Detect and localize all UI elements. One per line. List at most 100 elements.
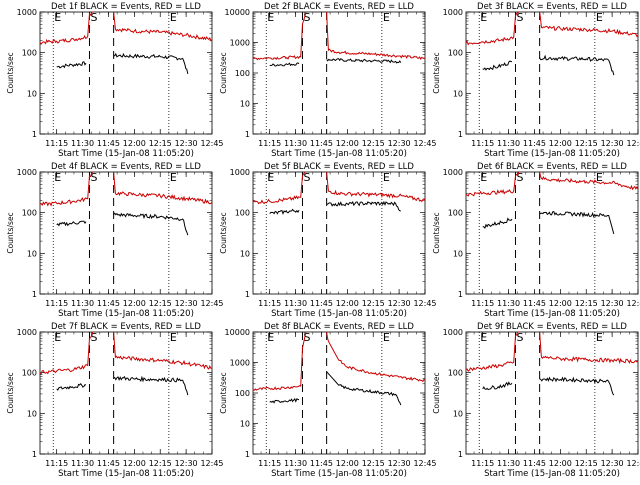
x-tick-label: 12:15	[149, 299, 172, 308]
x-tick-label: 12:45	[200, 459, 223, 468]
x-tick-label: 12:45	[413, 139, 436, 148]
x-axis-label: Start Time (15-Jan-08 11:05:20)	[58, 309, 194, 319]
lld-series-line	[252, 331, 307, 391]
x-tick-label: 11:30	[497, 459, 520, 468]
y-tick-label: 1000	[230, 39, 250, 48]
y-tick-label: 1	[245, 290, 250, 299]
x-tick-label: 11:30	[497, 299, 520, 308]
chart-title: Det 7f BLACK = Events, RED = LLD	[51, 322, 201, 332]
y-axis-label: Counts/sec	[219, 212, 228, 253]
marker-label: E	[267, 171, 274, 184]
x-tick-label: 12:15	[149, 139, 172, 148]
x-tick-label: 12:00	[549, 459, 572, 468]
x-axis-label: Start Time (15-Jan-08 11:05:20)	[58, 149, 194, 159]
plot-frame	[465, 331, 639, 455]
x-tick-label: 12:15	[575, 459, 598, 468]
lld-series-line	[113, 11, 213, 42]
y-tick-label: 100	[22, 369, 37, 378]
lld-series-line	[465, 171, 520, 197]
x-tick-label: 11:15	[45, 139, 68, 148]
x-tick-label: 12:30	[601, 299, 624, 308]
x-tick-label: 12:45	[626, 299, 640, 308]
marker-label: E	[383, 331, 390, 344]
x-tick-label: 12:30	[601, 459, 624, 468]
x-tick-label: 11:30	[284, 299, 307, 308]
lld-series-line	[326, 171, 426, 203]
y-axis-label: Counts/sec	[6, 52, 15, 93]
y-tick-label: 1000	[443, 328, 463, 337]
x-tick-label: 11:15	[258, 459, 281, 468]
lld-series-line	[465, 11, 520, 46]
events-series-line	[56, 61, 87, 69]
marker-label: E	[383, 171, 390, 184]
y-tick-label: 100	[448, 209, 463, 218]
chart-panel: Det 2f BLACK = Events, RED = LLD 1 10 100 10…	[219, 2, 437, 159]
chart-panel: Det 1f BLACK = Events, RED = LLD 1 10 100 10…	[6, 2, 224, 159]
y-tick-label: 100	[235, 209, 250, 218]
y-axis-label: Counts/sec	[432, 212, 441, 253]
chart-title: Det 8f BLACK = Events, RED = LLD	[264, 322, 414, 332]
y-tick-label: 10	[27, 409, 37, 418]
marker-label: S	[303, 331, 310, 344]
y-axis-label: Counts/sec	[6, 372, 15, 413]
x-tick-label: 12:30	[175, 459, 198, 468]
marker-label: S	[90, 171, 97, 184]
x-axis-label: Start Time (15-Jan-08 11:05:20)	[271, 149, 407, 159]
marker-label: S	[90, 331, 97, 344]
events-series-line	[269, 397, 300, 404]
marker-label: S	[303, 11, 310, 24]
marker-label: S	[516, 331, 523, 344]
x-tick-label: 12:45	[626, 139, 640, 148]
x-tick-label: 11:45	[97, 299, 120, 308]
y-tick-label: 100	[448, 369, 463, 378]
x-tick-label: 12:30	[388, 139, 411, 148]
x-tick-label: 12:15	[575, 299, 598, 308]
chart-title: Det 6f BLACK = Events, RED = LLD	[477, 162, 627, 172]
events-series-line	[539, 54, 615, 76]
chart-title: Det 1f BLACK = Events, RED = LLD	[51, 2, 201, 12]
x-tick-label: 11:30	[284, 139, 307, 148]
lld-series-line	[539, 171, 639, 191]
x-tick-label: 12:45	[413, 299, 436, 308]
y-tick-label: 1000	[230, 168, 250, 177]
x-tick-label: 11:30	[71, 299, 94, 308]
x-tick-label: 12:30	[388, 459, 411, 468]
events-series-line	[326, 200, 401, 212]
events-series-line	[56, 383, 87, 391]
y-tick-label: 10	[240, 100, 250, 109]
marker-label: E	[170, 331, 177, 344]
lld-series-line	[539, 11, 639, 38]
y-axis-label: Counts/sec	[219, 372, 228, 413]
plot-frame	[252, 331, 426, 455]
marker-label: E	[480, 331, 487, 344]
chart-title: Det 5f BLACK = Events, RED = LLD	[264, 162, 414, 172]
lld-series-line	[465, 331, 519, 372]
x-tick-label: 11:15	[45, 299, 68, 308]
plot-frame	[39, 11, 213, 135]
x-tick-label: 12:00	[336, 299, 359, 308]
x-tick-label: 12:30	[388, 299, 411, 308]
x-tick-label: 11:30	[497, 139, 520, 148]
x-tick-label: 11:30	[284, 459, 307, 468]
x-tick-label: 12:15	[362, 299, 385, 308]
events-series-line	[269, 208, 300, 215]
plot-frame	[252, 11, 426, 135]
y-tick-label: 1	[32, 450, 37, 459]
x-tick-label: 11:45	[310, 459, 333, 468]
x-tick-label: 12:15	[362, 459, 385, 468]
x-tick-label: 11:45	[97, 139, 120, 148]
lld-series-line	[39, 171, 94, 207]
events-series-line	[482, 217, 513, 229]
x-axis-label: Start Time (15-Jan-08 11:05:20)	[484, 149, 620, 159]
x-tick-label: 12:00	[123, 139, 146, 148]
marker-label: E	[480, 11, 487, 24]
y-tick-label: 100	[235, 69, 250, 78]
x-axis-label: Start Time (15-Jan-08 11:05:20)	[271, 309, 407, 319]
y-tick-label: 100	[448, 49, 463, 58]
y-axis-label: Counts/sec	[219, 52, 228, 93]
x-tick-label: 12:00	[549, 299, 572, 308]
y-tick-label: 10000	[225, 8, 250, 17]
marker-label: E	[267, 331, 274, 344]
marker-label: E	[170, 171, 177, 184]
